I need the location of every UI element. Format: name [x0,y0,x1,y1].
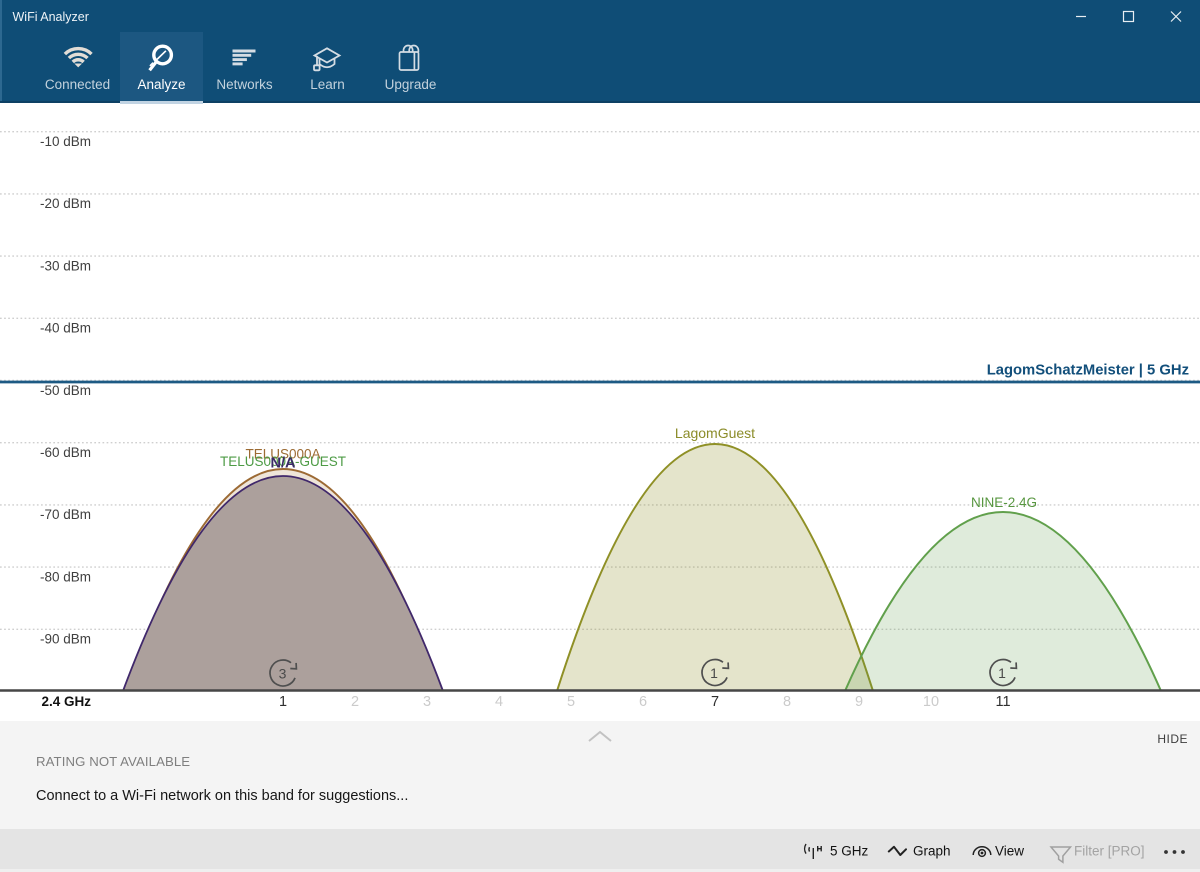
svg-text:4: 4 [495,694,503,710]
svg-text:3: 3 [279,666,287,682]
svg-text:1: 1 [998,665,1006,681]
svg-text:5 GHz: 5 GHz [830,844,869,859]
svg-text:-50 dBm: -50 dBm [40,383,91,398]
svg-text:LagomGuest: LagomGuest [675,425,755,441]
svg-text:9: 9 [855,694,863,710]
svg-text:NINE-2.4G: NINE-2.4G [971,495,1037,510]
svg-text:View: View [995,844,1024,859]
svg-text:-60 dBm: -60 dBm [40,445,91,460]
svg-text:6: 6 [639,694,647,710]
svg-text:-40 dBm: -40 dBm [40,321,91,336]
svg-text:Filter [PRO]: Filter [PRO] [1074,844,1145,859]
svg-text:11: 11 [995,694,1010,710]
svg-text:8: 8 [783,694,791,710]
svg-text:10: 10 [923,694,939,710]
svg-text:3: 3 [423,694,431,710]
svg-text:7: 7 [711,694,719,710]
svg-text:2.4 GHz: 2.4 GHz [42,694,92,709]
svg-text:-10 dBm: -10 dBm [40,134,91,149]
svg-text:TELUS000A-GUEST: TELUS000A-GUEST [220,454,346,469]
svg-text:LagomSchatzMeister | 5 GHz: LagomSchatzMeister | 5 GHz [987,363,1189,379]
svg-text:1: 1 [710,665,718,681]
svg-text:-90 dBm: -90 dBm [40,632,91,647]
svg-text:5: 5 [567,694,575,710]
svg-text:-20 dBm: -20 dBm [40,196,91,211]
svg-text:-70 dBm: -70 dBm [40,507,91,522]
svg-text:TELUS000A: TELUS000A [245,447,320,462]
svg-text:Graph: Graph [913,844,951,859]
svg-text:2: 2 [351,694,359,710]
svg-text:1: 1 [279,694,287,710]
svg-text:-30 dBm: -30 dBm [40,258,91,273]
svg-text:-80 dBm: -80 dBm [40,569,91,584]
svg-text:N/A: N/A [271,456,297,472]
